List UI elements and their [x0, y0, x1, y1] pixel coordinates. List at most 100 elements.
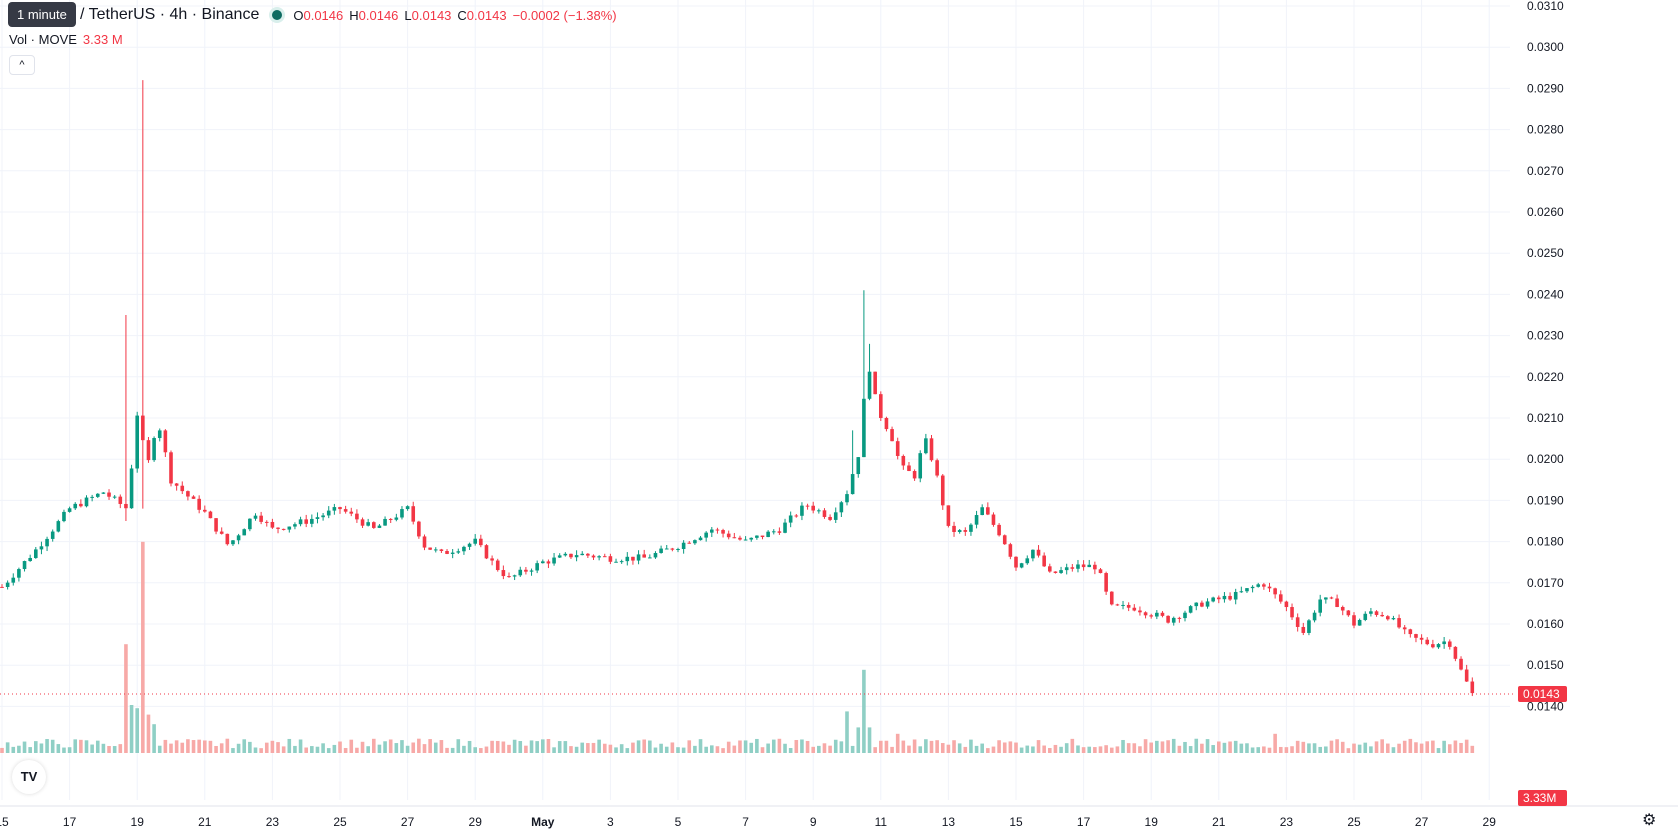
volume-bar [676, 747, 680, 753]
candle-body [800, 505, 804, 516]
volume-bar [1025, 745, 1030, 753]
gear-icon[interactable]: ⚙ [1642, 812, 1657, 829]
volume-bar [535, 741, 539, 753]
volume-bar [1442, 740, 1446, 753]
volume-bar [935, 740, 939, 753]
volume-bar [1132, 743, 1137, 753]
volume-bar [259, 748, 263, 753]
volume-bar [1138, 746, 1142, 753]
volume-bar [1374, 741, 1379, 753]
ohlc-high: H0.0146 [349, 7, 399, 23]
volume-bar [242, 739, 247, 753]
candle-body [219, 531, 224, 534]
candle-body [771, 531, 776, 533]
candle-body [704, 532, 708, 538]
y-tick-label: 0.0160 [1527, 617, 1564, 631]
volume-bar [1194, 738, 1199, 753]
volume-bar [1464, 739, 1469, 753]
volume-bar [1447, 744, 1452, 753]
candle-body [1222, 595, 1227, 600]
volume-bar [1262, 746, 1266, 753]
candle-body [1031, 549, 1035, 559]
candle-body [50, 531, 55, 539]
candle-body [839, 502, 844, 513]
volume-bar [417, 738, 421, 753]
volume-bar [907, 745, 911, 753]
volume-bar [760, 747, 765, 753]
volume-bar [1081, 747, 1086, 753]
volume-bar [484, 746, 489, 753]
volume-bar [997, 740, 1001, 753]
volume-bar [174, 740, 179, 753]
volume-bar [614, 747, 618, 753]
candle-body [236, 535, 241, 541]
candle-body [1250, 586, 1255, 589]
candle-body [1155, 612, 1159, 617]
candle-body [1386, 616, 1390, 620]
candle-body [315, 517, 320, 519]
volume-bar [1222, 742, 1227, 753]
volume-bar [1076, 745, 1080, 753]
collapse-legend-button[interactable]: ^ [9, 55, 35, 75]
volume-bar [1205, 739, 1210, 753]
candle-body [422, 536, 427, 548]
candle-body [17, 569, 21, 578]
x-tick-label: 17 [1077, 815, 1091, 829]
volume-bar [231, 748, 235, 753]
volume-bar [653, 747, 658, 753]
candle-body [867, 371, 872, 399]
candle-body [270, 521, 275, 528]
volume-bar [828, 745, 832, 753]
volume-bar [1284, 747, 1289, 753]
volume-bar [1087, 746, 1092, 753]
candle-body [1335, 598, 1339, 607]
candle-body [1109, 591, 1114, 605]
candle-body [535, 563, 539, 571]
candle-body [755, 535, 759, 538]
volume-bar [1042, 745, 1046, 753]
candle-body [405, 506, 410, 510]
last-volume-label: 3.33M [1523, 791, 1556, 805]
candle-body [1397, 618, 1401, 628]
volume-bar [1183, 741, 1187, 753]
candle-body [856, 457, 861, 475]
candle-body [1453, 646, 1458, 659]
volume-bar [84, 740, 89, 753]
candle-body [129, 468, 134, 509]
candle-body [924, 438, 928, 454]
volume-bar [360, 741, 365, 753]
volume-bar [929, 740, 934, 753]
volume-bar [338, 741, 342, 753]
volume-bar [1290, 746, 1294, 753]
candle-body [467, 543, 472, 547]
volume-bar [422, 744, 427, 753]
volume-bar [873, 747, 877, 753]
candle-body [259, 515, 263, 522]
volume-bar [67, 747, 72, 753]
volume-bar [1386, 743, 1390, 753]
volume-bar [800, 739, 804, 753]
symbol-title[interactable]: / TetherUS · 4h · Binance [80, 6, 260, 23]
volume-bar [298, 739, 303, 753]
candle-body [1228, 595, 1232, 600]
y-tick-label: 0.0290 [1527, 81, 1564, 95]
tradingview-logo[interactable]: TV [12, 760, 46, 794]
x-tick-label: 3 [607, 815, 614, 829]
volume-bar [1115, 746, 1120, 753]
x-tick-label: 7 [742, 815, 749, 829]
volume-legend: Vol · MOVE 3.33 M [9, 32, 123, 47]
volume-bar [845, 711, 849, 753]
candle-body [1042, 555, 1046, 567]
volume-bar [1109, 747, 1114, 753]
volume-bar [1093, 747, 1097, 753]
candle-body [788, 515, 793, 523]
volume-bar [1425, 741, 1430, 753]
volume-bar [811, 746, 815, 753]
volume-bar [991, 746, 996, 753]
candle-body [726, 533, 731, 538]
candle-body [907, 465, 911, 472]
volume-bar [597, 739, 601, 753]
last-price-badge [1518, 686, 1567, 703]
volume-bar [1048, 748, 1052, 753]
